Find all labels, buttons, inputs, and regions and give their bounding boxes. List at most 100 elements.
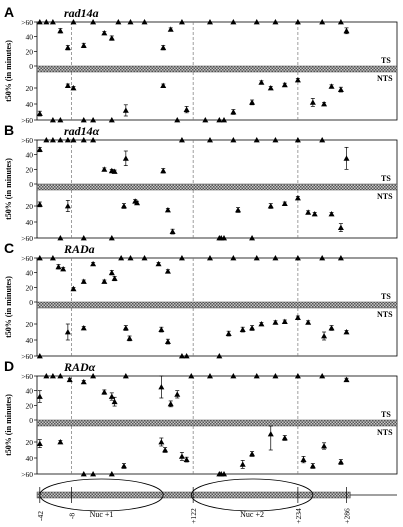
map-tick-label: -42: [36, 511, 45, 521]
panel-title: RADα: [63, 360, 96, 374]
nts-point: [328, 325, 335, 331]
ts-point: [108, 269, 115, 276]
nts-point: [126, 335, 133, 341]
ts-point: [158, 384, 165, 390]
nts-point: [337, 459, 344, 465]
nts-label: NTS: [377, 192, 393, 201]
y-tick-label: >60: [21, 352, 33, 361]
panel-letter: D: [4, 358, 14, 374]
ts-point: [206, 255, 213, 261]
nts-point: [311, 211, 318, 217]
nts-point: [337, 224, 344, 230]
ts-point: [188, 373, 195, 379]
nts-point: [36, 440, 43, 446]
ts-point: [294, 19, 301, 25]
ts-label: TS: [381, 56, 391, 65]
nts-point: [64, 82, 71, 88]
y-tick-label: 40: [26, 269, 34, 278]
nts-point: [239, 461, 246, 467]
nts-point: [249, 99, 256, 105]
ts-point: [90, 260, 97, 267]
ts-point: [337, 255, 344, 261]
ts-point: [115, 19, 122, 25]
ts-point: [343, 155, 350, 161]
map-tick-label: +122: [189, 508, 198, 524]
ts-point: [294, 373, 301, 379]
nts-point: [321, 101, 328, 107]
ts-point: [272, 137, 279, 143]
nts-point: [164, 207, 171, 213]
ts-point: [49, 19, 56, 25]
y-tick-label: 0: [29, 416, 33, 425]
y-tick-label: >60: [21, 136, 33, 145]
y-tick-label: 40: [26, 454, 34, 463]
ts-point: [253, 255, 260, 261]
nts-point: [108, 235, 115, 241]
ts-point: [66, 376, 73, 383]
y-tick-label: >60: [21, 254, 33, 263]
ts-point: [108, 35, 115, 41]
ts-point: [230, 19, 237, 25]
ts-point: [343, 27, 350, 34]
ts-point: [206, 19, 213, 25]
nts-point: [343, 329, 350, 335]
ts-point: [230, 255, 237, 261]
nts-point: [305, 319, 312, 325]
y-tick-label: >60: [21, 470, 33, 479]
nts-point: [328, 211, 335, 217]
ts-point: [319, 19, 326, 25]
ts-point: [70, 285, 77, 292]
nts-point: [337, 86, 344, 92]
ts-point: [155, 260, 162, 267]
nts-point: [267, 85, 274, 91]
ts-point: [122, 373, 129, 379]
nts-point: [36, 110, 43, 116]
ts-label: TS: [381, 174, 391, 183]
ts-point: [118, 255, 125, 261]
ts-point: [55, 263, 62, 270]
panel-title: RADa: [63, 242, 95, 256]
nts-point: [258, 79, 265, 85]
ts-point: [101, 389, 108, 395]
nts-point: [294, 314, 301, 320]
nts-point: [120, 463, 127, 469]
ts-point: [337, 19, 344, 25]
ts-point: [253, 19, 260, 25]
nts-point: [221, 471, 228, 477]
nts-point: [249, 325, 256, 331]
ts-point: [90, 373, 97, 379]
nts-point: [70, 85, 77, 91]
nts-point: [225, 330, 232, 336]
nts-point: [122, 325, 129, 331]
nts-point: [57, 439, 64, 445]
ts-point: [60, 266, 67, 272]
ts-point: [141, 255, 148, 261]
nts-label: NTS: [377, 74, 393, 83]
nts-point: [328, 83, 335, 89]
ts-point: [127, 19, 134, 25]
ts-point: [294, 137, 301, 143]
y-tick-label: 20: [26, 47, 34, 56]
y-tick-label: >60: [21, 372, 33, 381]
nucleosome-label: Nuc +1: [90, 510, 114, 519]
nts-point: [57, 235, 64, 241]
y-tick-label: 20: [26, 202, 34, 211]
ts-point: [36, 19, 43, 25]
nts-point: [160, 82, 167, 88]
nts-point: [80, 235, 87, 241]
panel-letter: C: [4, 240, 14, 256]
nts-point: [108, 117, 115, 123]
nts-point: [183, 456, 190, 462]
panel-letter: A: [4, 4, 14, 20]
y-axis-label: t50% (in minutes): [4, 40, 13, 102]
nts-point: [120, 203, 127, 209]
nucleosome-ellipse: [190, 478, 314, 512]
map-tick-label: -8: [68, 513, 77, 519]
ts-point: [178, 255, 185, 261]
nts-point: [281, 318, 288, 324]
map-tick-label: +286: [343, 508, 352, 524]
nts-point: [158, 326, 165, 332]
nts-point: [249, 235, 256, 241]
ts-point: [319, 255, 326, 261]
